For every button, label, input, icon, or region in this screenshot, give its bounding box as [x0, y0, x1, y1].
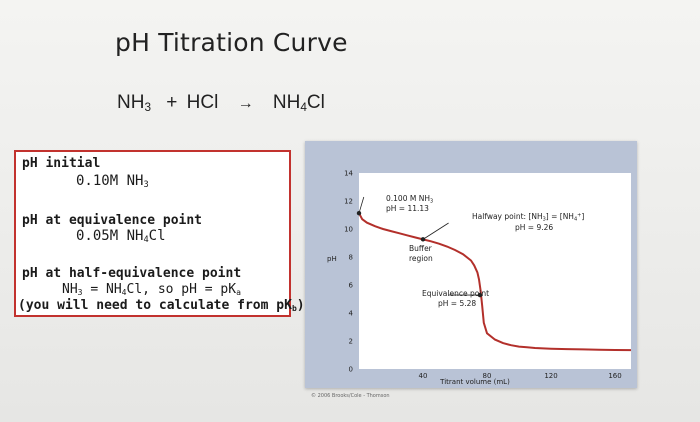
y-tick-labels: 0 2 4 6 8 10 12 14 — [344, 170, 353, 374]
copyright-credit: © 2006 Brooks/Cole - Thomson — [311, 393, 390, 399]
y-tick-label: 14 — [344, 170, 353, 178]
y-tick-label: 0 — [349, 366, 353, 374]
reactant-hcl: HCl — [186, 92, 219, 113]
x-tick-label: 80 — [483, 372, 492, 380]
callout-point-initial — [356, 210, 362, 216]
plus-sign: + — [166, 92, 178, 113]
x-tick-label: 160 — [608, 372, 621, 380]
slide-title: pH Titration Curve — [115, 28, 348, 57]
reaction-arrow: → — [237, 95, 254, 112]
y-axis-label: pH — [327, 255, 337, 263]
y-tick-label: 10 — [344, 226, 353, 234]
note-half-eq-relation: NH3 = NH4Cl, so pH = pKa — [62, 282, 241, 297]
note-equivalence-conc: 0.05M NH4Cl — [76, 228, 166, 246]
note-initial-conc: 0.10M NH3 — [76, 173, 149, 191]
x-tick-label: 120 — [544, 372, 557, 380]
callout-point-halfway — [420, 237, 426, 242]
y-tick-label: 6 — [349, 282, 354, 290]
y-tick-label: 8 — [349, 254, 353, 262]
callout-leader-halfway — [422, 222, 449, 240]
x-tick-labels: 40 80 120 160 — [419, 372, 622, 380]
reaction-equation: NH3 + HCl → NH4Cl — [117, 92, 325, 114]
y-tick-label: 4 — [349, 310, 354, 318]
y-tick-label: 2 — [349, 338, 353, 346]
chart-panel: pH Titrant volume (mL) 0 2 4 6 8 10 12 14 40 80 1… — [305, 141, 637, 388]
x-axis-label: Titrant volume (mL) — [439, 378, 510, 386]
annotation-buffer-line1: Buffer — [409, 244, 433, 253]
titration-chart: pH Titrant volume (mL) 0 2 4 6 8 10 12 14 40 80 1… — [327, 170, 632, 386]
annotation-buffer-line2: region — [409, 254, 433, 263]
annotation-initial-line1: 0.100 M NH3 — [386, 194, 433, 205]
annotation-equivalence-line2: pH = 5.28 — [438, 299, 476, 308]
annotation-halfway-line2: pH = 9.26 — [515, 223, 553, 232]
callout-leader-initial — [358, 196, 365, 214]
note-calc-hint: (you will need to calculate from pKb) — [18, 298, 305, 313]
product-nh4cl: NH4Cl — [272, 92, 325, 114]
x-tick-label: 40 — [419, 372, 428, 380]
callout-point-equivalence — [477, 292, 483, 298]
reactant-nh3: NH3 — [117, 92, 151, 114]
note-equivalence: pH at equivalence point — [22, 213, 203, 228]
note-ph-initial: pH initial — [22, 156, 101, 171]
notes-box: pH initial 0.10M NH3 pH at equivalence p… — [14, 150, 305, 317]
annotation-equivalence-line1: Equivalence point — [422, 289, 489, 298]
titration-curve-line — [358, 212, 632, 352]
y-tick-label: 12 — [344, 198, 353, 206]
annotation-initial-line2: pH = 11.13 — [386, 204, 429, 213]
plot-area — [359, 173, 631, 369]
annotation-halfway-line1: Halfway point: [NH3] = [NH4+] — [472, 212, 584, 223]
annotation-callouts — [356, 196, 483, 298]
note-half-equivalence: pH at half-equivalence point — [22, 266, 242, 281]
